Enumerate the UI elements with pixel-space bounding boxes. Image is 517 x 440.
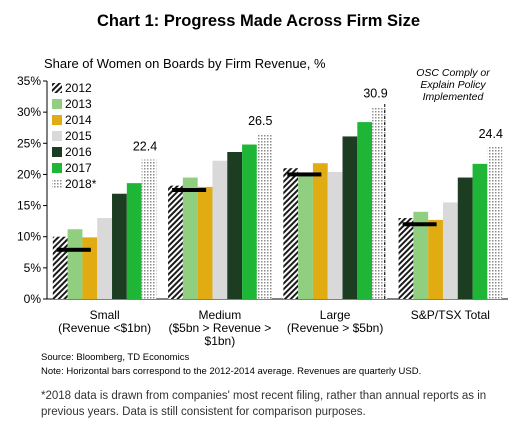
bar-2014-0 (82, 237, 98, 299)
bar-2018-2 (372, 106, 387, 299)
bar-2016-2 (342, 136, 358, 299)
bar-2013-3 (413, 211, 429, 299)
average-bar-2 (287, 172, 322, 177)
data-label-3: 24.4 (479, 127, 503, 141)
note-text: Note: Horizontal bars correspond to the … (41, 366, 422, 377)
bar-2015-1 (212, 160, 228, 299)
legend-swatch-2015 (52, 131, 62, 141)
y-tick-label: 25% (17, 136, 41, 150)
chart-title: Chart 1: Progress Made Across Firm Size (96, 12, 421, 30)
legend-label-2017: 2017 (65, 161, 92, 175)
legend-label-2012: 2012 (65, 81, 92, 95)
average-bar-1 (172, 188, 207, 192)
bar-2016-0 (112, 193, 127, 299)
y-tick-label: 20% (17, 167, 41, 181)
y-tick-label: 5% (24, 261, 42, 275)
legend-swatch-2018 (52, 179, 62, 189)
y-tick-label: 10% (17, 230, 41, 244)
bar-2012-3 (398, 218, 414, 299)
bar-2012-1 (168, 185, 183, 299)
bar-2013-0 (67, 229, 83, 299)
category-label: (Revenue > $5bn) (287, 321, 383, 335)
legend-label-2013: 2013 (65, 97, 92, 111)
category-label: ($5bn > Revenue > (169, 321, 272, 335)
legend-label-2018: 2018* (65, 177, 97, 191)
bar-2018-0 (141, 159, 157, 299)
bar-2013-1 (182, 177, 198, 299)
legend-swatch-2016 (52, 147, 62, 157)
legend-label-2015: 2015 (65, 129, 92, 143)
bar-2013-2 (298, 175, 313, 299)
policy-annotation: OSC Comply or (416, 67, 490, 79)
bar-2015-3 (442, 202, 458, 299)
policy-annotation: Explain Policy (420, 79, 486, 91)
bar-2017-3 (472, 163, 488, 299)
y-tick-label: 35% (17, 74, 41, 88)
legend-swatch-2017 (52, 163, 62, 173)
bar-2012-0 (52, 236, 68, 299)
legend-swatch-2014 (52, 115, 62, 125)
data-label-2: 30.9 (363, 87, 387, 101)
legend-swatch-2012 (52, 83, 62, 93)
bar-2014-2 (312, 163, 328, 299)
y-tick-label: 15% (17, 199, 41, 213)
bar-2017-2 (357, 122, 373, 299)
legend-label-2014: 2014 (65, 113, 92, 127)
footnote-text: *2018 data is drawn from companies' most… (41, 390, 487, 418)
average-bar-0 (56, 247, 91, 252)
data-label-0: 22.4 (133, 139, 157, 153)
data-label-1: 26.5 (248, 114, 272, 128)
bar-2012-2 (283, 168, 299, 299)
y-tick-label: 30% (17, 105, 41, 119)
source-text: Source: Bloomberg, TD Economics (41, 352, 190, 363)
bar-2017-1 (242, 144, 257, 299)
bar-2014-1 (197, 186, 213, 299)
category-label: $1bn) (205, 334, 236, 348)
legend-label-2016: 2016 (65, 145, 92, 159)
bar-2015-2 (327, 171, 343, 299)
y-tick-label: 0% (24, 292, 42, 306)
category-label: (Revenue <$1bn) (58, 321, 151, 335)
legend-swatch-2013 (52, 99, 62, 109)
category-label: Medium (199, 308, 242, 322)
bar-2016-3 (457, 177, 473, 299)
policy-annotation: Implemented (423, 91, 485, 103)
average-bar-3 (402, 222, 437, 227)
category-label: S&P/TSX Total (411, 308, 490, 322)
category-label: Large (320, 308, 351, 322)
bar-2017-0 (126, 183, 142, 299)
chart-subtitle: Share of Women on Boards by Firm Revenue… (44, 56, 326, 71)
bar-2018-3 (487, 147, 503, 299)
bar-2015-0 (97, 218, 113, 299)
bar-2018-1 (256, 133, 272, 299)
bar-2016-1 (227, 152, 243, 299)
category-label: Small (90, 308, 120, 322)
bar-2014-3 (428, 219, 443, 299)
